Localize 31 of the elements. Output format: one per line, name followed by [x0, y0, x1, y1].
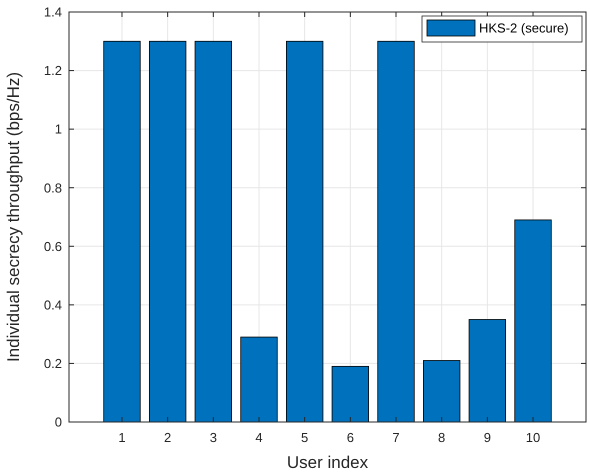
x-tick-label: 6	[346, 430, 354, 445]
y-axis-title: Individual secrecy throughput (bps/Hz)	[4, 72, 23, 362]
x-tick-label: 10	[526, 430, 540, 445]
y-tick-label: 0.6	[44, 238, 62, 254]
y-tick-label: 0.2	[44, 356, 62, 371]
x-tick-label: 3	[210, 430, 217, 445]
legend-label: HKS-2 (secure)	[479, 20, 569, 36]
x-tick-label: 4	[255, 430, 263, 445]
x-tick-label: 2	[164, 430, 172, 445]
bar	[148, 40, 186, 422]
y-tick-label: 0.8	[44, 180, 62, 196]
x-axis-title: User index	[286, 453, 369, 472]
x-tick-label: 7	[392, 430, 400, 445]
y-tick-label: 1.2	[44, 63, 62, 78]
x-tick-label: 1	[118, 430, 126, 445]
y-tick-label: 0	[54, 414, 62, 430]
bar	[423, 360, 460, 422]
bar	[240, 336, 278, 422]
bar	[377, 40, 415, 422]
x-tick-label: 5	[301, 430, 308, 445]
y-tick-label: 0.4	[44, 297, 62, 312]
bar	[286, 40, 324, 422]
bar	[194, 40, 232, 422]
y-tick-label: 1	[54, 122, 62, 137]
bar	[468, 319, 506, 422]
x-tick-label: 8	[438, 430, 446, 445]
y-tick-label: 1.4	[44, 4, 62, 20]
bar	[332, 366, 370, 422]
bar	[514, 220, 552, 422]
bar	[103, 40, 141, 422]
x-tick-label: 9	[484, 430, 491, 445]
